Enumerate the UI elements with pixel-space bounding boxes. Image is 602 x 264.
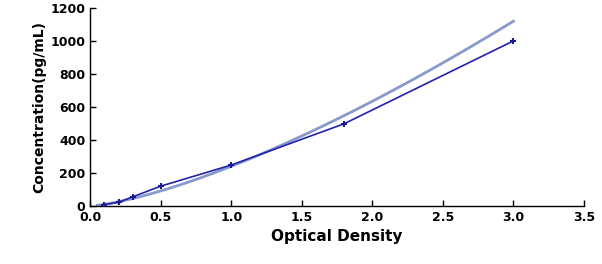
X-axis label: Optical Density: Optical Density (272, 229, 403, 244)
Y-axis label: Concentration(pg/mL): Concentration(pg/mL) (33, 21, 46, 193)
